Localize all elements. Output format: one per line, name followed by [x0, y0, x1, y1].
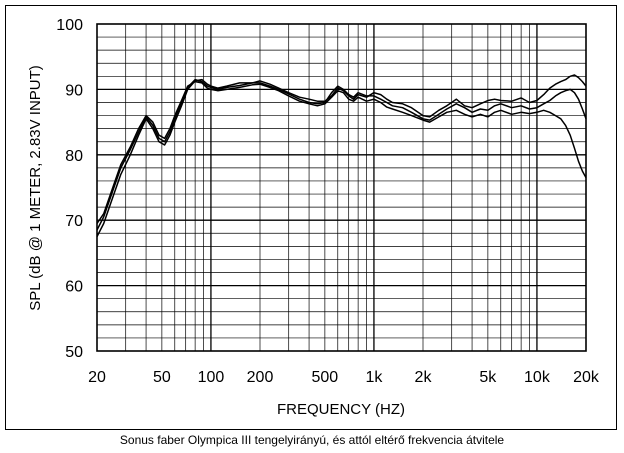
y-tick-label: 80: [65, 148, 83, 165]
y-tick-label: 50: [65, 344, 83, 361]
x-tick-label: 5k: [479, 369, 497, 386]
chart-frame: [5, 5, 617, 430]
response-curve-2: [96, 78, 587, 231]
y-tick-label: 60: [65, 279, 83, 296]
x-tick-label: 100: [198, 369, 225, 386]
response-curve-1: [96, 74, 587, 237]
response-curve-3: [96, 80, 587, 224]
x-axis-label: FREQUENCY (HZ): [277, 401, 405, 418]
grid: [97, 24, 586, 351]
series-lines: [96, 74, 587, 237]
x-tick-label: 500: [312, 369, 339, 386]
y-tick-label: 90: [65, 82, 83, 99]
x-tick-labels: 20 50 100 200 500 1k 2k 5k 10k 20k: [88, 369, 600, 386]
x-tick-label: 10k: [524, 369, 551, 386]
y-tick-label: 70: [65, 213, 83, 230]
x-tick-label: 20k: [573, 369, 600, 386]
x-tick-label: 20: [88, 369, 106, 386]
plot-area: [96, 23, 587, 352]
y-tick-labels: 50 60 70 80 90 100: [56, 17, 83, 361]
x-tick-label: 50: [153, 369, 171, 386]
figure-caption: Sonus faber Olympica III tengelyirányú, …: [119, 433, 505, 447]
x-tick-label: 2k: [415, 369, 433, 386]
x-tick-label: 1k: [365, 369, 383, 386]
x-tick-label: 200: [247, 369, 274, 386]
y-axis-label: SPL (dB @ 1 METER, 2.83V INPUT): [27, 65, 44, 311]
y-tick-label: 100: [56, 17, 83, 34]
